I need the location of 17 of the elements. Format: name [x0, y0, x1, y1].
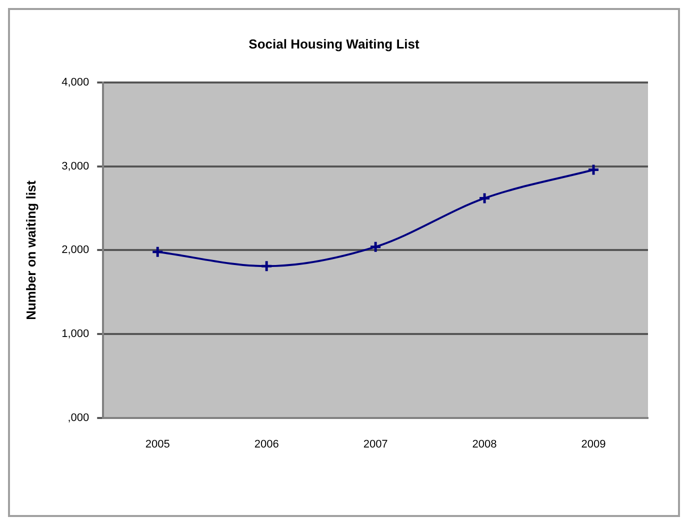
y-axis-title: Number on waiting list — [23, 180, 38, 320]
y-tick-label: ,000 — [68, 412, 90, 424]
point — [478, 192, 491, 204]
point — [369, 240, 382, 254]
x-tick-label: 2006 — [254, 438, 279, 450]
x-tick-label: 2005 — [145, 438, 170, 450]
x-tick-label: 2007 — [363, 438, 388, 450]
y-tick-label: 1,000 — [62, 328, 90, 340]
point — [587, 164, 600, 176]
x-tick-label: 2008 — [472, 438, 497, 450]
y-tick-label: 4,000 — [62, 76, 90, 89]
point — [260, 260, 273, 272]
y-tick-label: 2,000 — [62, 244, 90, 256]
point — [151, 246, 164, 258]
x-tick-label: 2009 — [581, 438, 606, 450]
chart-title: Social Housing Waiting List — [248, 36, 420, 52]
y-tick-label: 3,000 — [62, 160, 90, 172]
